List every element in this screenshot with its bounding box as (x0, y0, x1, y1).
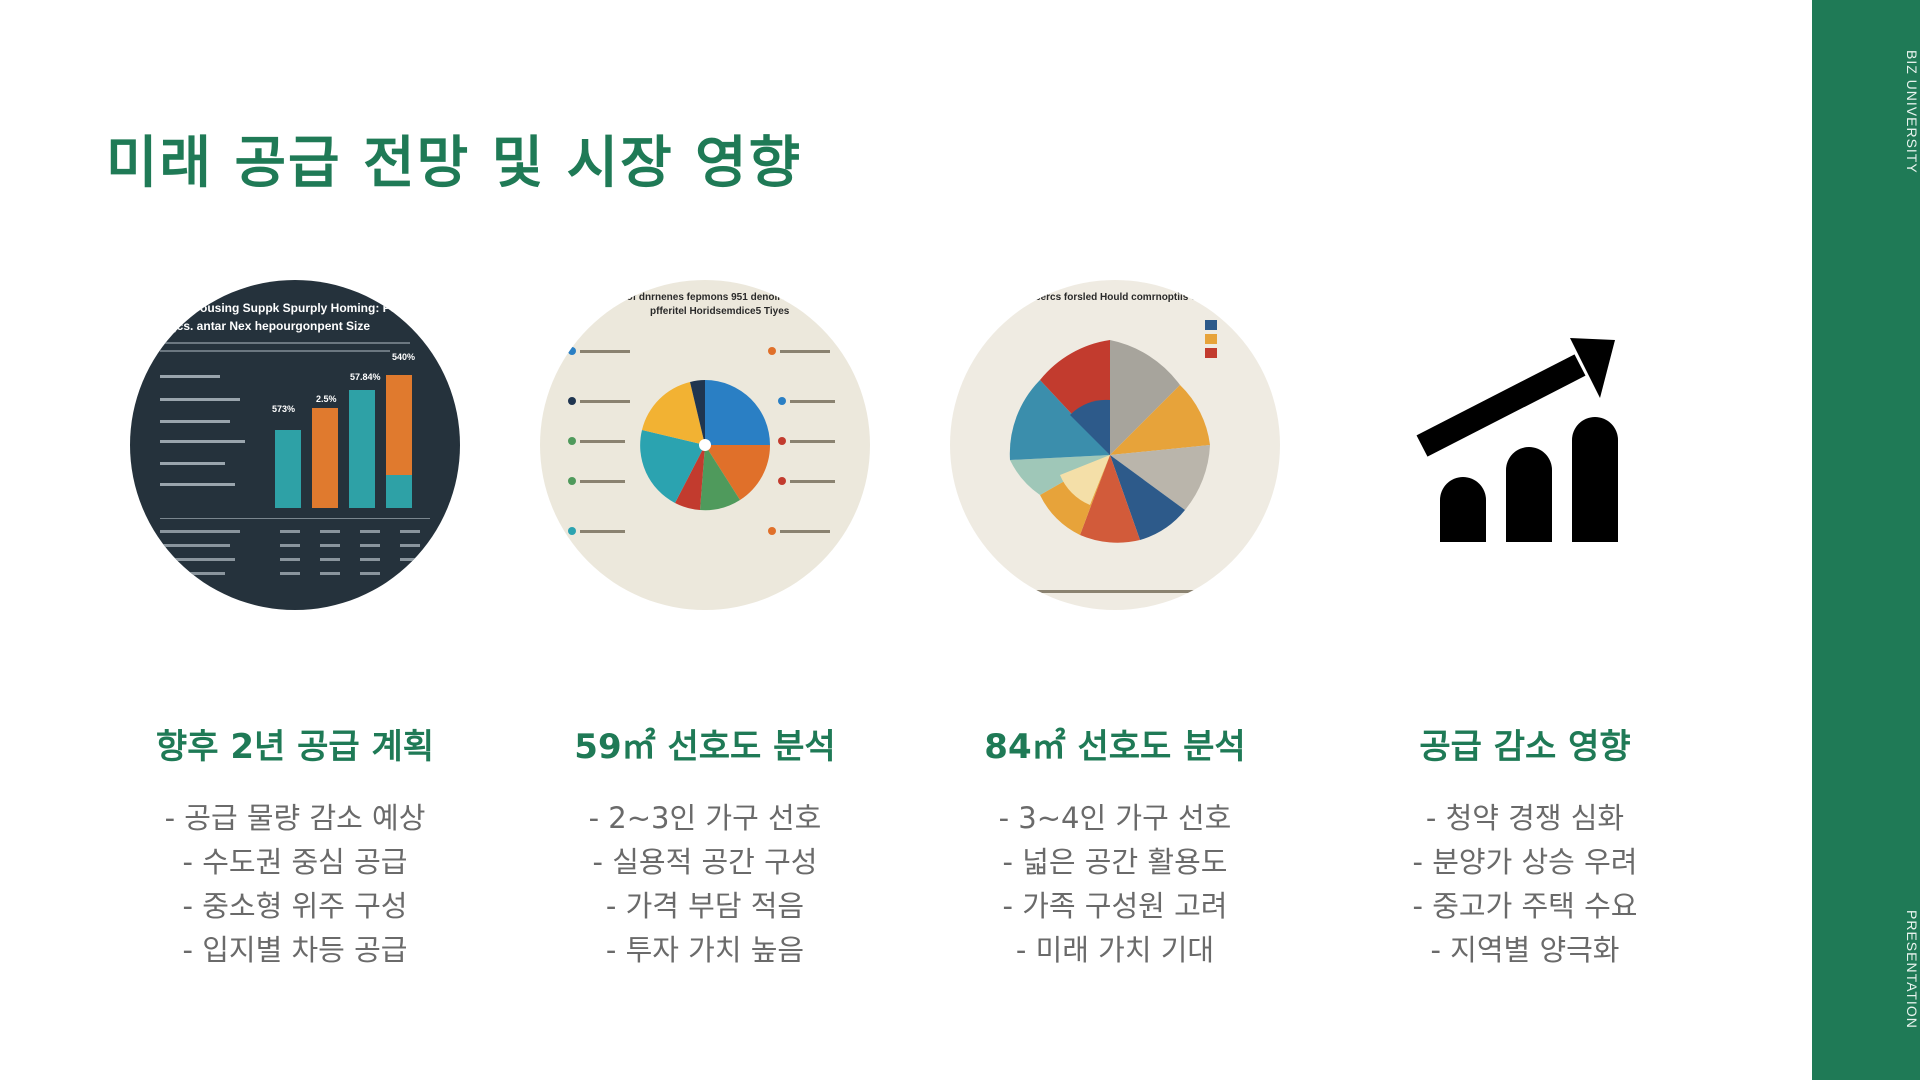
list-item: - 가족 구성원 고려 (1002, 889, 1228, 923)
footer-vertical-label: PRESENTATION (1904, 910, 1920, 1029)
svg-text:540%: 540% (392, 352, 415, 362)
card-title: 공급 감소 영향 (1419, 727, 1631, 767)
svg-text:573%: 573% (272, 404, 295, 414)
card-supply-impact: 공급 감소 영향 - 청약 경쟁 심화 - 분양가 상승 우려 - 중고가 주택… (1360, 280, 1690, 972)
svg-text:2.5%: 2.5% (316, 394, 337, 404)
svg-text:sercs forsled Hould comrnoptii: sercs forsled Hould comrnoptiis co (1035, 292, 1203, 303)
list-item: - 청약 경쟁 심화 (1425, 801, 1625, 835)
pie-chart-infographic-image: r of dnrnenes fepmons 951 denoll re pffe… (540, 280, 870, 610)
card-points-list: - 3~4인 가구 선호 - 넓은 공간 활용도 - 가족 구성원 고려 - 미… (950, 796, 1280, 972)
card-title: 84㎡ 선호도 분석 (984, 727, 1246, 767)
list-item: - 입지별 차등 공급 (182, 933, 408, 967)
list-item: - 3~4인 가구 선호 (998, 801, 1232, 835)
card-supply-plan: ousing Suppk Spurply Homing: For ijcs. a… (130, 280, 460, 972)
card-points-list: - 2~3인 가구 선호 - 실용적 공간 구성 - 가격 부담 적음 - 투자… (540, 796, 870, 972)
list-item: - 중고가 주택 수요 (1412, 889, 1638, 923)
list-item: - 공급 물량 감소 예상 (164, 801, 426, 835)
svg-text:57.84%: 57.84% (350, 372, 381, 382)
radial-pie-infographic-image: sercs forsled Hould comrnoptiis co (950, 280, 1280, 610)
bar-chart-infographic-image: ousing Suppk Spurply Homing: For ijcs. a… (130, 280, 460, 610)
svg-text:ousing Suppk Spurply Homing: F: ousing Suppk Spurply Homing: For (200, 301, 402, 315)
list-item: - 실용적 공간 구성 (592, 845, 818, 879)
card-84-preference: sercs forsled Hould comrnoptiis co (950, 280, 1280, 972)
list-item: - 중소형 위주 구성 (182, 889, 408, 923)
card-59-preference: r of dnrnenes fepmons 951 denoll re pffe… (540, 280, 870, 972)
list-item: - 분양가 상승 우려 (1412, 845, 1638, 879)
list-item: - 가격 부담 적음 (605, 889, 805, 923)
list-item: - 미래 가치 기대 (1015, 933, 1215, 967)
card-title: 59㎡ 선호도 분석 (574, 727, 836, 767)
growth-chart-arrow-icon (1360, 280, 1690, 610)
list-item: - 2~3인 가구 선호 (588, 801, 822, 835)
list-item: - 넓은 공간 활용도 (1002, 845, 1228, 879)
card-title: 향후 2년 공급 계획 (155, 727, 435, 767)
svg-text:r of dnrnenes fepmons 951 deno: r of dnrnenes fepmons 951 denoll re (620, 292, 793, 303)
slide-title: 미래 공급 전망 및 시장 영향 (106, 131, 803, 196)
list-item: - 수도권 중심 공급 (182, 845, 408, 879)
list-item: - 투자 가치 높음 (605, 933, 805, 967)
brand-vertical-label: BIZ UNIVERSITY (1904, 50, 1920, 174)
right-sidebar (1812, 0, 1920, 1080)
svg-text:ijcs. antar Nex hepourgonpent: ijcs. antar Nex hepourgonpent Size (170, 319, 370, 333)
svg-text:pfferitel Horidsemdice5 Tiyes: pfferitel Horidsemdice5 Tiyes (650, 306, 790, 317)
list-item: - 지역별 양극화 (1430, 933, 1620, 967)
card-points-list: - 공급 물량 감소 예상 - 수도권 중심 공급 - 중소형 위주 구성 - … (130, 796, 460, 972)
card-points-list: - 청약 경쟁 심화 - 분양가 상승 우려 - 중고가 주택 수요 - 지역별… (1360, 796, 1690, 972)
